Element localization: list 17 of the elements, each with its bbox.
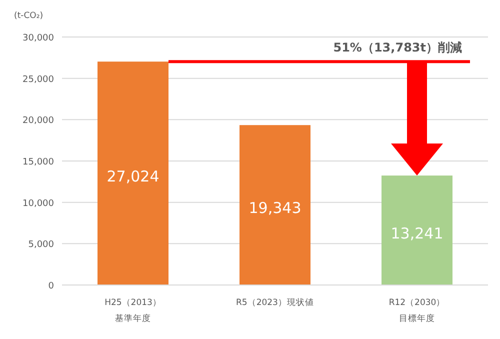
data-label: 27,024 (106, 167, 160, 186)
data-label: 13,241 (390, 224, 444, 242)
x-tick-label: R5（2023）現状値 (235, 297, 315, 310)
y-tick-label: 20,000 (22, 116, 54, 126)
y-tick-label: 15,000 (22, 158, 54, 168)
y-axis-title: (t-CO₂) (14, 11, 44, 21)
y-tick-label: 30,000 (22, 34, 54, 44)
x-tick-label: R12（2030）目標年度 (388, 297, 446, 326)
ref-line-label: 51%（13,783t）削減 (333, 40, 462, 55)
y-tick-label: 25,000 (22, 74, 54, 85)
bar (240, 125, 310, 285)
y-tick-label: 10,000 (22, 198, 54, 209)
bar (98, 62, 168, 285)
y-tick-label: 5,000 (28, 240, 54, 250)
data-label: 19,343 (248, 199, 302, 218)
y-tick-label: 0 (48, 282, 54, 292)
x-tick-label: H25（2013）基準年度 (104, 297, 162, 326)
